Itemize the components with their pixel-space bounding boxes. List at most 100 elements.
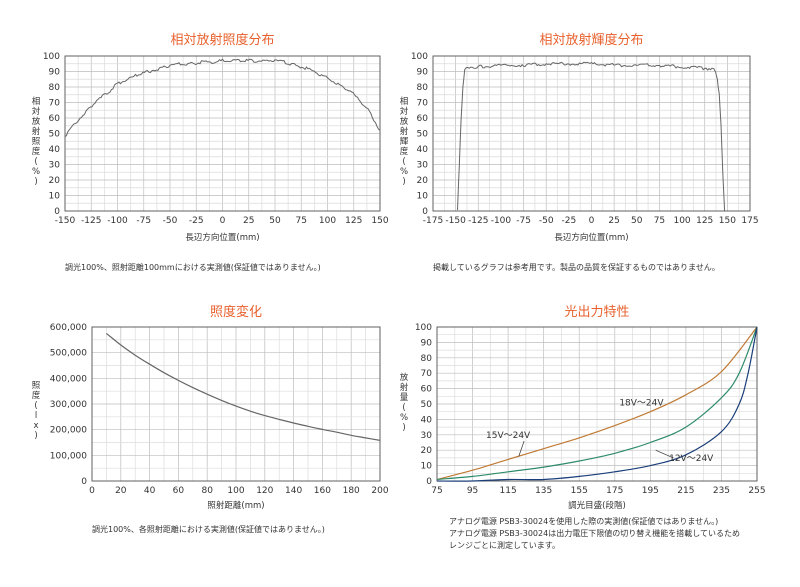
x-tick-label: -175: [423, 216, 443, 226]
y-tick-label: 80: [421, 354, 433, 364]
x-tick-label: 0: [89, 486, 95, 496]
x-tick-label: 175: [741, 216, 758, 226]
x-tick-label: 80: [201, 486, 213, 496]
y-tick-label: 60: [421, 385, 433, 395]
y-tick-label: 50: [417, 130, 429, 140]
x-axis-label: 長辺方向位置(mm): [554, 232, 628, 243]
x-tick-label: 25: [243, 216, 254, 226]
x-tick-label: 150: [371, 216, 388, 226]
x-tick-label: -25: [562, 216, 577, 226]
y-tick-label: 20: [49, 176, 61, 186]
chart-note: レンジごとに測定しています。: [449, 540, 560, 550]
x-tick-label: -150: [55, 216, 76, 226]
y-tick-label: 100,000: [50, 451, 87, 461]
y-tick-label: 80: [49, 83, 61, 93]
y-tick-label: 90: [421, 338, 433, 348]
y-tick-label: 70: [421, 369, 433, 379]
y-tick-label: 500,000: [50, 349, 87, 359]
plot-frame: [432, 55, 751, 212]
chart-3: 照度変化 0 20 40 60 80 100 120 140 160 180 200 0 100,000 2…: [32, 304, 389, 534]
x-tick-label: -125: [468, 216, 488, 226]
x-tick-label: 100: [227, 486, 244, 496]
curve-label: 18V〜24V: [619, 399, 664, 409]
x-axis-label: 照射距離(mm): [207, 500, 264, 511]
chart-note: 調光100%、各照射距離における実測値(保証値ではありません。): [92, 524, 325, 534]
x-tick-label: 160: [314, 486, 331, 496]
plot-frame: [436, 326, 758, 482]
x-tick-label: 75: [654, 216, 665, 226]
chart-title: 光出力特性: [564, 305, 629, 320]
curve-label: 12V〜24V: [669, 454, 714, 464]
y-tick-label: 10: [417, 192, 429, 202]
x-tick-label: 235: [713, 486, 730, 496]
x-tick-label: 135: [535, 486, 552, 496]
x-tick-label: -75: [136, 216, 151, 226]
y-tick-label: 90: [49, 68, 61, 78]
x-tick-label: 50: [631, 216, 643, 226]
leader-line: [518, 440, 525, 457]
y-axis-label: 相対放射輝度(%): [400, 96, 409, 187]
x-tick-label: -100: [107, 216, 128, 226]
x-tick-label: 25: [608, 216, 619, 226]
chart-2: 相対放射輝度分布 -175 -150 -125 -100 -75 -50 -25 0 25 50 75…: [400, 32, 759, 272]
x-tick-label: -150: [445, 216, 466, 226]
plot-frame: [91, 326, 381, 482]
x-tick-label: 60: [173, 486, 185, 496]
x-tick-label: -75: [516, 216, 531, 226]
y-tick-label: 0: [426, 477, 432, 487]
y-tick-label: 70: [49, 99, 61, 109]
y-axis-label: 照度(l x): [32, 381, 41, 441]
x-tick-label: 0: [220, 216, 226, 226]
chart-title: 相対放射輝度分布: [539, 32, 643, 48]
chart-title: 照度変化: [210, 304, 262, 320]
y-tick-label: 200,000: [50, 426, 87, 436]
series-line-1: [106, 332, 381, 441]
y-tick-label: 20: [417, 176, 429, 186]
x-tick-label: 195: [642, 486, 659, 496]
y-tick-label: 0: [81, 477, 87, 487]
y-tick-label: 10: [49, 192, 61, 202]
y-tick-label: 50: [421, 400, 433, 410]
chart-note: アナログ電源 PSB3-30024を使用した際の実測値(保証値ではありません。): [449, 516, 718, 526]
y-tick-label: 40: [421, 415, 433, 425]
y-tick-label: 40: [49, 145, 61, 155]
y-tick-label: 20: [421, 446, 433, 456]
series-line-1: [457, 61, 726, 212]
x-tick-label: 100: [673, 216, 690, 226]
x-tick-label: 150: [719, 216, 736, 226]
series-line-1: [64, 58, 381, 138]
curve-label: 15V〜24V: [486, 431, 531, 441]
series-line-1: [436, 326, 758, 481]
x-tick-label: 75: [431, 486, 442, 496]
y-tick-label: 0: [422, 207, 428, 217]
x-tick-label: 215: [677, 486, 694, 496]
x-tick-label: 20: [115, 486, 127, 496]
x-tick-label: 155: [571, 486, 588, 496]
x-tick-label: 120: [256, 486, 273, 496]
chart-title: 相対放射照度分布: [170, 32, 274, 48]
y-tick-label: 30: [49, 161, 61, 171]
y-tick-label: 10: [421, 462, 433, 472]
y-tick-label: 600,000: [50, 323, 87, 333]
x-tick-label: -100: [491, 216, 512, 226]
x-tick-label: 100: [319, 216, 336, 226]
x-tick-label: 40: [144, 486, 156, 496]
y-tick-label: 90: [417, 68, 429, 78]
x-tick-label: 125: [696, 216, 713, 226]
x-tick-label: -50: [163, 216, 178, 226]
x-tick-label: 50: [269, 216, 281, 226]
x-tick-label: 0: [589, 216, 595, 226]
x-tick-label: 115: [500, 486, 517, 496]
chart-note: アナログ電源 PSB3-30024は出力電圧下限値の切り替え機能を搭載しているた…: [449, 528, 740, 538]
chart-4: 光出力特性 75 95 115 135 155 175 195 215 235 255 0 10 20 30…: [400, 305, 766, 550]
x-axis-label: 調光目盛(段階): [568, 500, 626, 511]
x-tick-label: 75: [296, 216, 307, 226]
chart-1: 相対放射照度分布-150 -125 -100 -75 -50 -25 0 25 50 75 100 1…: [32, 32, 389, 272]
x-axis-label: 長辺方向位置(mm): [185, 232, 259, 243]
x-tick-label: 180: [343, 486, 360, 496]
chart-note: 調光100%、照射距離100mmにおける実測値(保証値ではありません。): [65, 262, 321, 272]
y-tick-label: 300,000: [50, 400, 87, 410]
y-axis-label: 放射量(%): [400, 372, 409, 433]
plot-frame: [64, 55, 381, 212]
